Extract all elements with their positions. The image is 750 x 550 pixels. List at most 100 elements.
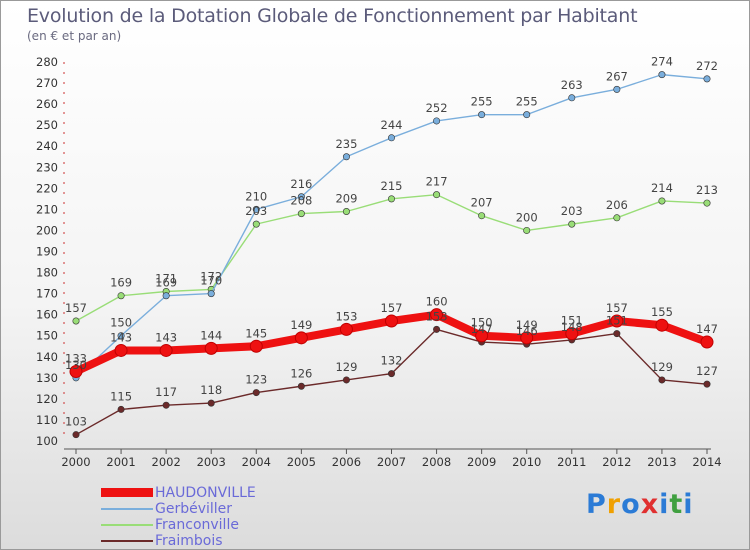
legend-item-haudonville: HAUDONVILLE bbox=[101, 485, 256, 501]
data-point-fraimbois bbox=[703, 380, 711, 388]
logo-letter: r bbox=[606, 489, 622, 520]
y-tick-label: 270 bbox=[36, 76, 58, 90]
data-point-fraimbois bbox=[297, 382, 305, 390]
data-point-haudonville bbox=[475, 329, 489, 343]
data-label: 170 bbox=[200, 274, 222, 288]
data-label: 150 bbox=[110, 316, 132, 330]
data-point-fraimbois bbox=[117, 405, 125, 413]
data-label: 203 bbox=[561, 204, 583, 218]
legend: HAUDONVILLE Gerbéviller Franconville Fra… bbox=[101, 485, 256, 549]
data-label: 235 bbox=[335, 137, 357, 151]
data-label: 147 bbox=[471, 322, 493, 336]
logo-letter: x bbox=[640, 489, 660, 520]
data-point-franconville bbox=[387, 195, 395, 203]
data-label: 157 bbox=[606, 301, 628, 315]
data-label: 143 bbox=[110, 330, 132, 344]
data-label: 217 bbox=[426, 175, 448, 189]
x-tick-label: 2002 bbox=[152, 455, 181, 469]
x-tick-label: 2011 bbox=[557, 455, 586, 469]
data-point-fraimbois bbox=[72, 431, 80, 439]
data-point-haudonville bbox=[565, 327, 579, 341]
data-label: 263 bbox=[561, 78, 583, 92]
data-point-haudonville bbox=[430, 308, 444, 322]
legend-swatch-gerbeviller bbox=[101, 508, 153, 510]
x-tick-label: 2009 bbox=[467, 455, 496, 469]
series-lines bbox=[69, 71, 714, 439]
x-tick-label: 2010 bbox=[512, 455, 541, 469]
data-point-franconville bbox=[703, 199, 711, 207]
data-point-haudonville bbox=[114, 343, 128, 357]
data-label: 103 bbox=[65, 415, 87, 429]
y-tick-label: 150 bbox=[36, 329, 58, 343]
x-tick-label: 2007 bbox=[377, 455, 406, 469]
legend-item-gerbeviller: Gerbéviller bbox=[101, 501, 256, 517]
legend-swatch-haudonville bbox=[101, 488, 153, 497]
data-point-gerbeviller bbox=[342, 153, 350, 161]
x-tick-label: 2008 bbox=[422, 455, 451, 469]
data-point-haudonville bbox=[339, 322, 353, 336]
data-point-franconville bbox=[613, 214, 621, 222]
data-label: 123 bbox=[245, 373, 267, 387]
data-label: 267 bbox=[606, 69, 628, 83]
series-line-fraimbois bbox=[75, 328, 708, 436]
data-label: 144 bbox=[200, 328, 222, 342]
data-label: 169 bbox=[110, 276, 132, 290]
y-tick-label: 260 bbox=[36, 97, 58, 111]
data-point-gerbeviller bbox=[297, 193, 305, 201]
data-label: 200 bbox=[516, 210, 538, 224]
data-label: 206 bbox=[606, 198, 628, 212]
data-point-fraimbois bbox=[207, 399, 215, 407]
data-label: 157 bbox=[381, 301, 403, 315]
data-point-franconville bbox=[252, 220, 260, 228]
data-label: 208 bbox=[290, 194, 312, 208]
data-point-haudonville bbox=[610, 314, 624, 328]
x-tick-label: 2001 bbox=[106, 455, 135, 469]
data-label: 129 bbox=[335, 360, 357, 374]
data-label: 132 bbox=[381, 354, 403, 368]
data-label: 155 bbox=[651, 305, 673, 319]
data-point-gerbeviller bbox=[387, 134, 395, 142]
y-tick-label: 250 bbox=[36, 118, 58, 132]
data-label: 151 bbox=[561, 314, 583, 328]
data-point-fraimbois bbox=[433, 325, 441, 333]
data-label: 149 bbox=[516, 318, 538, 332]
legend-label-fraimbois: Fraimbois bbox=[155, 533, 223, 549]
logo-letter: i bbox=[659, 489, 670, 520]
data-label: 117 bbox=[155, 385, 177, 399]
data-point-haudonville bbox=[700, 335, 714, 349]
data-label: 244 bbox=[381, 118, 403, 132]
x-tick-label: 2004 bbox=[242, 455, 271, 469]
data-point-gerbeviller bbox=[162, 292, 170, 300]
legend-item-fraimbois: Fraimbois bbox=[101, 533, 256, 549]
data-label: 274 bbox=[651, 55, 673, 69]
data-label: 216 bbox=[290, 177, 312, 191]
legend-swatch-franconville bbox=[101, 524, 153, 526]
data-point-haudonville bbox=[385, 314, 398, 328]
data-point-haudonville bbox=[249, 339, 263, 353]
data-point-franconville bbox=[523, 226, 531, 234]
y-tick-label: 180 bbox=[36, 266, 58, 280]
y-tick-label: 210 bbox=[36, 202, 58, 216]
data-label: 213 bbox=[696, 183, 718, 197]
data-point-franconville bbox=[297, 210, 305, 218]
data-point-gerbeviller bbox=[478, 111, 486, 119]
y-tick-label: 220 bbox=[36, 181, 58, 195]
data-point-gerbeviller bbox=[252, 205, 260, 213]
y-tick-label: 200 bbox=[36, 223, 58, 237]
y-tick-label: 190 bbox=[36, 245, 58, 259]
data-label: 169 bbox=[155, 276, 177, 290]
data-label: 150 bbox=[471, 316, 493, 330]
data-point-franconville bbox=[117, 292, 125, 300]
data-point-haudonville bbox=[294, 331, 308, 345]
data-point-fraimbois bbox=[342, 376, 350, 384]
data-label: 151 bbox=[606, 314, 628, 328]
data-label: 255 bbox=[471, 95, 493, 109]
y-tick-label: 120 bbox=[36, 392, 58, 406]
chart-title: Evolution de la Dotation Globale de Fonc… bbox=[27, 5, 638, 27]
y-tick-label: 230 bbox=[36, 160, 58, 174]
y-tick-label: 170 bbox=[36, 287, 58, 301]
data-point-haudonville bbox=[204, 341, 218, 355]
y-tick-label: 140 bbox=[36, 350, 58, 364]
